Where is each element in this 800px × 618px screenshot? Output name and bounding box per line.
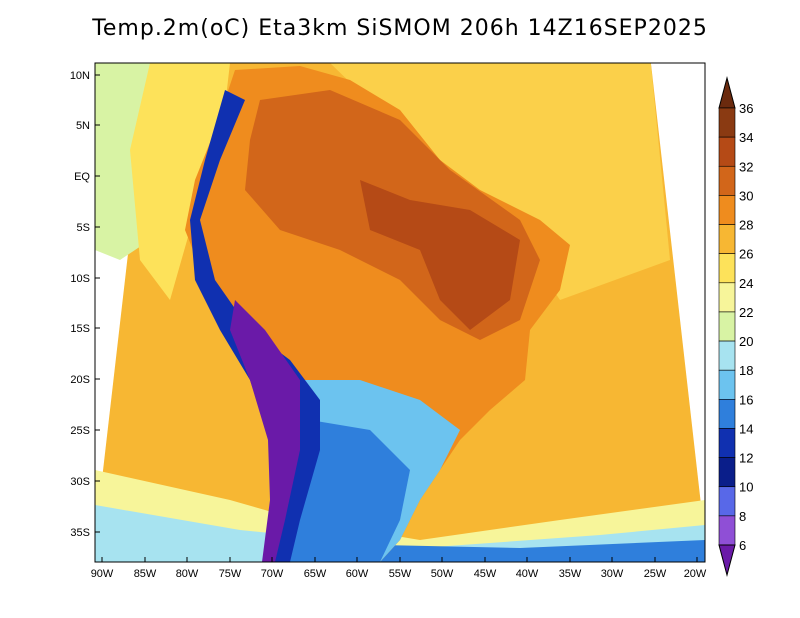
lat-tick-label: 25S bbox=[70, 425, 90, 437]
colorbar-label: 16 bbox=[739, 392, 753, 407]
colorbar-label: 6 bbox=[739, 538, 746, 553]
land-hottest-core bbox=[360, 180, 520, 330]
colorbar-label: 14 bbox=[739, 421, 753, 436]
lat-tick-label: 20S bbox=[70, 374, 90, 386]
lon-tick-label: 20W bbox=[684, 568, 707, 580]
colorbar-label: 8 bbox=[739, 509, 746, 524]
colorbar-label: 32 bbox=[739, 159, 753, 174]
land-south-cold bbox=[290, 420, 410, 562]
lon-tick-label: 90W bbox=[91, 568, 114, 580]
colorbar-segment bbox=[718, 369, 736, 400]
lon-tick-label: 50W bbox=[431, 568, 454, 580]
colorbar-segment bbox=[718, 224, 736, 254]
lon-tick-label: 75W bbox=[219, 568, 242, 580]
colorbar-segment bbox=[718, 486, 736, 517]
colorbar-top-arrow bbox=[718, 76, 736, 109]
colorbar-label: 24 bbox=[739, 276, 753, 291]
ocean-pacific-mid bbox=[130, 63, 230, 300]
ocean-south-band-3 bbox=[380, 540, 705, 562]
colorbar-label: 28 bbox=[739, 218, 753, 233]
longitude-axis: 90W 85W 80W 75W 70W 65W 60W 55W 50W 45W … bbox=[91, 557, 707, 580]
colorbar-label: 10 bbox=[739, 480, 753, 495]
lon-tick-label: 65W bbox=[304, 568, 327, 580]
colorbar-label: 20 bbox=[739, 334, 753, 349]
colorbar-label: 30 bbox=[739, 188, 753, 203]
lon-tick-label: 60W bbox=[346, 568, 369, 580]
colorbar-segment bbox=[718, 457, 736, 488]
colorbar-label: 22 bbox=[739, 305, 753, 320]
lat-tick-label: EQ bbox=[74, 171, 90, 183]
colorbar-label: 36 bbox=[739, 101, 753, 116]
lat-tick-label: 10N bbox=[70, 70, 90, 82]
colorbar-segment bbox=[718, 515, 736, 546]
colorbar-label: 18 bbox=[739, 363, 753, 378]
lat-tick-label: 15S bbox=[70, 323, 90, 335]
latitude-axis: 10N 5N EQ 5S 10S 15S 20S 25S 30S 35S bbox=[70, 70, 100, 539]
ocean-warm-north bbox=[330, 63, 670, 300]
colorbar-segment bbox=[718, 165, 736, 196]
colorbar-label: 26 bbox=[739, 247, 753, 262]
colorbar-bottom-arrow bbox=[718, 544, 736, 577]
lon-tick-label: 55W bbox=[389, 568, 412, 580]
colorbar-segment bbox=[718, 253, 736, 284]
colorbar-label: 12 bbox=[739, 451, 753, 466]
colorbar-segment bbox=[718, 282, 736, 313]
colorbar: 36 34 32 30 28 26 24 22 20 18 16 14 12 10 8 6 bbox=[718, 76, 753, 577]
lon-tick-label: 35W bbox=[559, 568, 582, 580]
colorbar-segment bbox=[718, 428, 736, 458]
lat-tick-label: 30S bbox=[70, 476, 90, 488]
colorbar-segment bbox=[718, 107, 736, 138]
lat-tick-label: 5N bbox=[76, 120, 90, 132]
lat-tick-label: 35S bbox=[70, 527, 90, 539]
lon-tick-label: 85W bbox=[134, 568, 157, 580]
andes-coldest bbox=[230, 300, 300, 562]
colorbar-segment bbox=[718, 311, 736, 342]
colorbar-segment bbox=[718, 136, 736, 167]
lat-tick-label: 10S bbox=[70, 273, 90, 285]
map-title: Temp.2m(oC) Eta3km SiSMOM 206h 14Z16SEP2… bbox=[92, 16, 708, 41]
colorbar-segment bbox=[718, 340, 736, 371]
lon-tick-label: 40W bbox=[516, 568, 539, 580]
lon-tick-label: 30W bbox=[601, 568, 624, 580]
colorbar-segment bbox=[718, 195, 736, 225]
lon-tick-label: 80W bbox=[176, 568, 199, 580]
lon-tick-label: 70W bbox=[261, 568, 284, 580]
colorbar-label: 34 bbox=[739, 130, 753, 145]
lon-tick-label: 25W bbox=[644, 568, 667, 580]
lat-tick-label: 5S bbox=[77, 222, 90, 234]
colorbar-segment bbox=[718, 399, 736, 429]
lon-tick-label: 45W bbox=[474, 568, 497, 580]
